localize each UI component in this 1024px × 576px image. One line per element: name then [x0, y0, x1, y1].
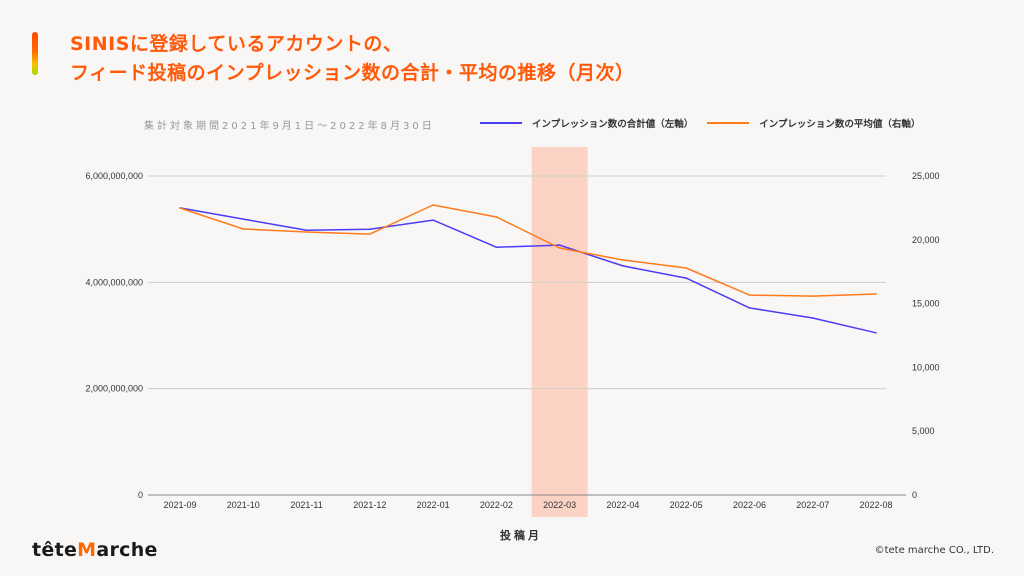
- data-point: [432, 204, 434, 206]
- data-point: [305, 231, 308, 233]
- right-axis-tick-label: 20,000: [912, 235, 940, 245]
- right-axis-tick-label: 25,000: [912, 171, 940, 181]
- legend-label-average: インプレッション数の平均値（右軸）: [759, 119, 921, 130]
- data-point: [622, 259, 624, 261]
- legend-swatch-total: [480, 122, 522, 124]
- left-axis-tick-label: 4,000,000,000: [85, 277, 143, 287]
- data-point: [495, 216, 498, 218]
- x-axis-tick-label: 2022-06: [733, 500, 766, 510]
- data-point: [495, 246, 498, 249]
- x-axis-tick-label: 2021-10: [227, 500, 260, 510]
- logo-text-post: arche: [96, 539, 158, 561]
- x-axis-tick-label: 2021-09: [163, 500, 196, 510]
- x-axis-tick-label: 2022-01: [417, 500, 450, 510]
- x-axis-tick-label: 2022-03: [543, 500, 576, 510]
- data-point: [875, 332, 877, 334]
- page-title: SINISに登録しているアカウントの、 フィード投稿のインプレッション数の合計・…: [70, 30, 635, 88]
- data-point: [748, 294, 751, 296]
- data-point: [875, 293, 877, 295]
- x-axis-tick-label: 2022-04: [606, 500, 639, 510]
- data-point: [179, 207, 181, 209]
- x-axis-tick-label: 2021-11: [290, 500, 322, 510]
- data-point: [558, 244, 561, 246]
- logo-text-pre: tête: [32, 539, 78, 561]
- data-point: [622, 265, 624, 267]
- data-point: [242, 218, 245, 220]
- left-axis-tick-label: 6,000,000,000: [85, 171, 143, 181]
- company-logo: têteMarche: [32, 539, 158, 561]
- data-point: [432, 219, 434, 221]
- x-axis-tick-label: 2021-12: [353, 500, 386, 510]
- title-accent-bar: [32, 32, 38, 75]
- highlight-band: [531, 147, 588, 517]
- data-point: [811, 317, 814, 319]
- data-point: [369, 228, 371, 230]
- right-axis-tick-label: 15,000: [912, 299, 940, 309]
- copyright-text: ©tete marche CO., LTD.: [874, 545, 994, 556]
- data-point: [685, 267, 687, 269]
- period-note: 集計対象期間2021年9月1日～2022年8月30日: [144, 121, 435, 132]
- x-axis-tick-label: 2022-02: [480, 500, 513, 510]
- right-axis-tick-label: 5,000: [912, 426, 935, 436]
- right-axis-tick-label: 10,000: [912, 362, 940, 372]
- right-axis-tick-label: 0: [912, 490, 917, 500]
- data-point: [558, 247, 561, 249]
- series-line-average: [179, 204, 877, 297]
- title-line-1: SINISに登録しているアカウントの、: [70, 33, 403, 55]
- data-point: [369, 233, 371, 235]
- series-line-total: [179, 207, 877, 334]
- legend-item-average: インプレッション数の平均値（右軸）: [707, 116, 920, 130]
- legend-label-total: インプレッション数の合計値（左軸）: [532, 119, 694, 130]
- chart-legend: インプレッション数の合計値（左軸） インプレッション数の平均値（右軸）: [480, 116, 934, 130]
- x-axis-tick-label: 2022-08: [859, 500, 892, 510]
- data-point: [811, 295, 814, 297]
- data-point: [685, 277, 687, 279]
- logo-m-mark: M: [77, 539, 97, 561]
- x-axis-title: 投稿月: [500, 529, 542, 542]
- left-axis-tick-label: 2,000,000,000: [85, 384, 143, 394]
- data-point: [748, 307, 751, 309]
- data-point: [305, 229, 308, 232]
- data-point: [242, 228, 245, 230]
- x-axis-tick-label: 2022-07: [796, 500, 829, 510]
- legend-item-total: インプレッション数の合計値（左軸）: [480, 116, 693, 130]
- left-axis-tick-label: 0: [138, 490, 143, 500]
- legend-swatch-average: [707, 122, 750, 124]
- x-axis-tick-label: 2022-05: [670, 500, 703, 510]
- title-line-2: フィード投稿のインプレッション数の合計・平均の推移（月次）: [70, 62, 635, 84]
